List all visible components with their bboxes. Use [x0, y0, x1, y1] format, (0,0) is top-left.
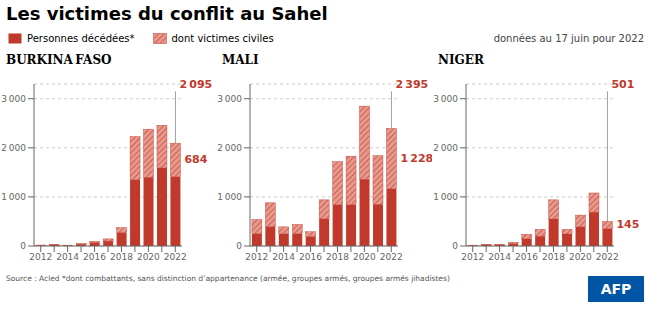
- html-text:AFP: AFP: [600, 281, 632, 297]
- svg-text:2012: 2012: [461, 252, 484, 262]
- svg-text:1 000: 1 000: [1, 192, 26, 202]
- svg-text:2 000: 2 000: [433, 143, 458, 153]
- svg-text:2014: 2014: [56, 252, 79, 262]
- html-text:NIGER: NIGER: [438, 53, 484, 67]
- svg-text:2020: 2020: [569, 252, 592, 262]
- html-text:Personnes décédées*: Personnes décédées*: [27, 32, 135, 44]
- html-text:données au 17 juin pour 2022: données au 17 juin pour 2022: [493, 32, 644, 44]
- svg-text:2022: 2022: [596, 252, 619, 262]
- svg-text:0: 0: [20, 241, 26, 251]
- svg-text:2014: 2014: [488, 252, 511, 262]
- svg-text:3 000: 3 000: [217, 94, 242, 104]
- svg-text:1 228: 1 228: [400, 152, 432, 165]
- html-text:Source : Acled *dont combattan: Source : Acled *dont combattants, sans d…: [6, 274, 450, 283]
- html-text:Les victimes du conflit au Sah: Les victimes du conflit au Sahel: [6, 3, 328, 24]
- svg-text:2014: 2014: [272, 252, 295, 262]
- svg-text:2 395: 2 395: [395, 78, 428, 91]
- svg-text:2022: 2022: [380, 252, 403, 262]
- svg-text:2018: 2018: [326, 252, 349, 262]
- svg-text:2016: 2016: [515, 252, 538, 262]
- svg-text:2 000: 2 000: [217, 143, 242, 153]
- svg-text:2018: 2018: [542, 252, 565, 262]
- svg-text:2 095: 2 095: [179, 78, 212, 91]
- svg-text:0: 0: [452, 241, 458, 251]
- svg-text:2016: 2016: [83, 252, 106, 262]
- svg-text:1 000: 1 000: [433, 192, 458, 202]
- html-text:MALI: MALI: [222, 53, 259, 67]
- svg-text:2020: 2020: [353, 252, 376, 262]
- svg-text:2012: 2012: [29, 252, 52, 262]
- svg-text:2018: 2018: [110, 252, 133, 262]
- svg-text:1 000: 1 000: [217, 192, 242, 202]
- svg-text:684: 684: [184, 153, 207, 166]
- svg-text:0: 0: [236, 241, 242, 251]
- svg-text:3 000: 3 000: [1, 94, 26, 104]
- svg-text:2020: 2020: [137, 252, 160, 262]
- svg-text:2012: 2012: [245, 252, 268, 262]
- svg-text:2016: 2016: [299, 252, 322, 262]
- svg-text:2 000: 2 000: [1, 143, 26, 153]
- html-text:BURKINA FASO: BURKINA FASO: [6, 53, 112, 67]
- svg-text:501: 501: [611, 78, 634, 91]
- svg-text:145: 145: [616, 218, 639, 231]
- svg-text:3 000: 3 000: [433, 94, 458, 104]
- svg-text:2022: 2022: [164, 252, 187, 262]
- html-text:dont victimes civiles: dont victimes civiles: [171, 32, 274, 44]
